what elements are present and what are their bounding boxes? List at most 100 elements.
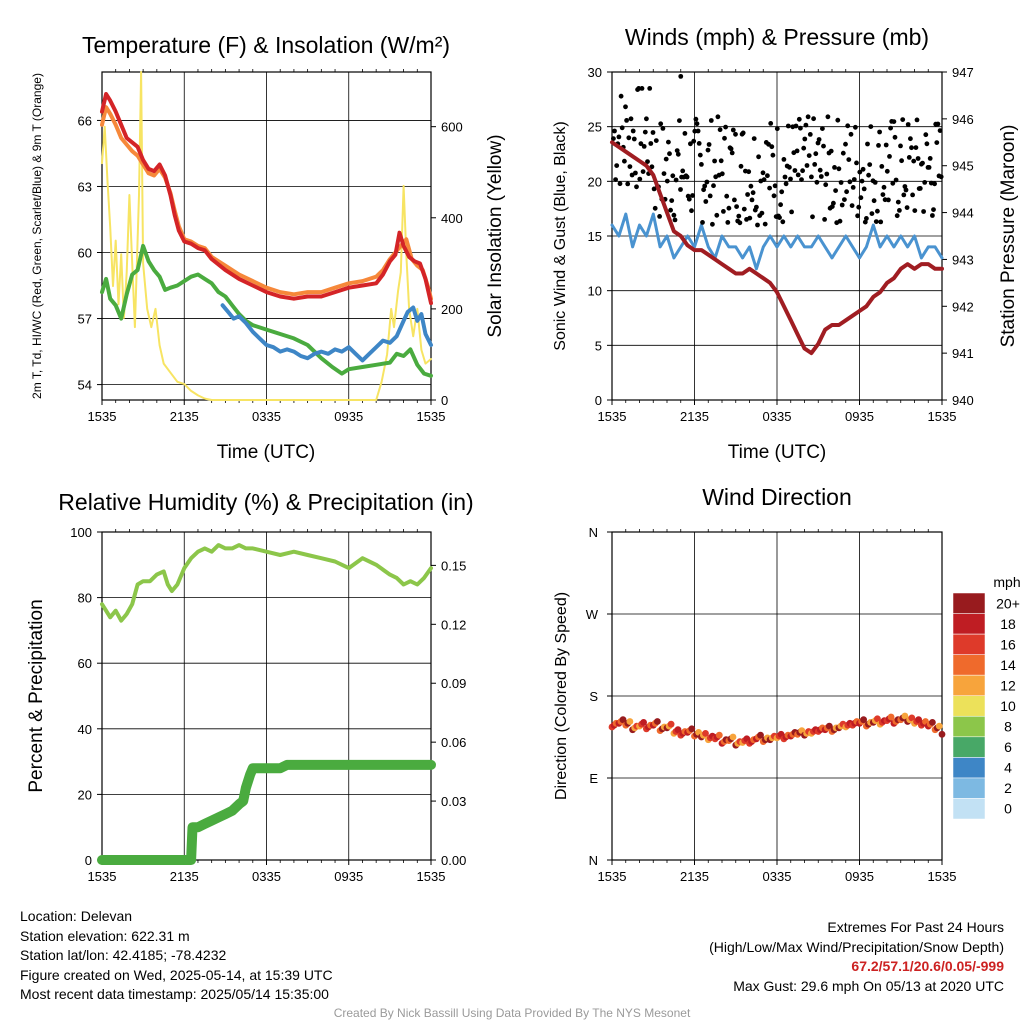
temp-y-tick-label: 63 bbox=[78, 179, 92, 194]
wind-gust-dot bbox=[612, 128, 617, 134]
rh-y-tick-label: 40 bbox=[78, 722, 92, 737]
wind-gust-dot bbox=[858, 195, 864, 201]
winddir-x-tick-label: 0335 bbox=[763, 869, 792, 884]
wind-gust-dot bbox=[715, 114, 721, 120]
wind-gust-dot bbox=[795, 172, 801, 178]
rh-series-line-0 bbox=[100, 543, 433, 623]
wind-gust-dot bbox=[669, 198, 675, 204]
wind-gust-dot bbox=[754, 204, 759, 210]
wind-gust-dot bbox=[688, 141, 693, 147]
wind-gust-dot bbox=[877, 129, 882, 135]
wind-gust-dot bbox=[782, 174, 788, 180]
winddir-point bbox=[702, 730, 709, 737]
wind-gust-dot bbox=[836, 166, 842, 172]
temp-series-line-3 bbox=[100, 243, 433, 378]
wind-gust-dot bbox=[628, 116, 634, 122]
temp-x-tick-label: 1535 bbox=[88, 409, 117, 424]
wind-gust-dot bbox=[670, 173, 676, 179]
wind-gust-dot bbox=[691, 138, 697, 144]
wind-gust-dot bbox=[917, 186, 923, 191]
rh-y2-tick-label: 0.15 bbox=[441, 558, 466, 573]
wind-gust-dot bbox=[704, 179, 710, 185]
wind-gust-dot bbox=[707, 193, 713, 199]
wind-gust-dot bbox=[765, 173, 770, 179]
wind-gust-dot bbox=[640, 169, 646, 175]
wind-gust-dot bbox=[835, 117, 841, 123]
wind-gust-dot bbox=[756, 154, 761, 160]
wind-gust-dot bbox=[891, 119, 897, 124]
wind-gust-dot bbox=[914, 117, 920, 123]
wind-gust-dot bbox=[658, 121, 664, 127]
winddir-point bbox=[667, 720, 675, 728]
wind-gust-dot bbox=[645, 159, 650, 165]
winddir-point bbox=[619, 716, 627, 724]
winddir-point bbox=[915, 716, 922, 724]
wind-gust-dot bbox=[895, 199, 901, 205]
wind-gust-dot bbox=[766, 141, 771, 147]
pressure-line bbox=[610, 140, 944, 356]
wind-gust-dot bbox=[619, 125, 625, 131]
winds-y-tick-label: 5 bbox=[595, 338, 602, 353]
wind-gust-dot bbox=[746, 169, 752, 175]
wind-gust-dot bbox=[755, 222, 760, 228]
wind-gust-dot bbox=[817, 167, 823, 173]
colorbar-label: 10 bbox=[1000, 698, 1016, 714]
winddir-x-tick-label: 0935 bbox=[845, 869, 874, 884]
max-gust-text: Max Gust: 29.6 mph On 05/13 at 2020 UTC bbox=[733, 977, 1004, 994]
wind-gust-dot bbox=[733, 131, 738, 137]
wind-gust-dot bbox=[831, 200, 836, 206]
winds-y-axis-label: Sonic Wind & Gust (Blue, Black) bbox=[552, 121, 569, 350]
temp-x-axis-label: Time (UTC) bbox=[217, 442, 316, 463]
winds-x-tick-label: 1535 bbox=[928, 409, 957, 424]
extremes-info: Extremes For Past 24 Hours (High/Low/Max… bbox=[709, 918, 1004, 996]
extremes-values: 67.2/57.1/20.6/0.05/-999 bbox=[851, 958, 1004, 974]
wind-gust-dot bbox=[745, 192, 750, 197]
wind-gust-dot bbox=[624, 118, 629, 123]
wind-gust-dot bbox=[868, 124, 874, 129]
wind-gust-dot bbox=[649, 164, 655, 170]
colorbar-title: mph bbox=[993, 574, 1020, 590]
wind-gust-dot bbox=[617, 181, 623, 187]
wind-gust-dot bbox=[748, 183, 754, 189]
wind-gust-dot bbox=[923, 132, 929, 138]
wind-gust-dot bbox=[847, 179, 853, 185]
colorbar-label: 6 bbox=[1004, 739, 1012, 755]
rh-chart-title: Relative Humidity (%) & Precipitation (i… bbox=[58, 489, 473, 515]
wind-gust-dot bbox=[636, 86, 642, 91]
wind-gust-dot bbox=[667, 151, 672, 157]
temp-x-tick-label: 0935 bbox=[334, 409, 363, 424]
wind-gust-dot bbox=[616, 134, 622, 140]
wind-gust-dot bbox=[639, 86, 645, 91]
wind-gust-dot bbox=[922, 180, 928, 185]
wind-gust-dot bbox=[697, 152, 703, 158]
wind-gust-dot bbox=[630, 128, 636, 134]
wind-gust-dot bbox=[840, 150, 846, 156]
wind-max-gust-dot bbox=[678, 73, 684, 79]
temp-y-tick-label: 60 bbox=[78, 246, 92, 261]
wind-gust-dot bbox=[750, 190, 756, 196]
wind-gust-dot bbox=[722, 135, 727, 141]
wind-gust-dot bbox=[711, 183, 716, 189]
winddir-point bbox=[729, 733, 737, 741]
wind-gust-dot bbox=[845, 123, 851, 129]
wind-gust-dot bbox=[816, 137, 822, 142]
wind-gust-dot bbox=[689, 208, 694, 214]
wind-gust-dot bbox=[714, 212, 720, 218]
colorbar-swatch bbox=[952, 613, 986, 635]
wind-gust-dot bbox=[897, 208, 902, 213]
wind-gust-dot bbox=[843, 141, 848, 147]
colorbar-label: 0 bbox=[1004, 801, 1012, 817]
wind-gust-dot bbox=[909, 145, 914, 151]
winds-y2-axis-label: Station Pressure (Maroon) bbox=[998, 125, 1019, 348]
wind-gust-dot bbox=[762, 221, 768, 227]
wind-gust-dot bbox=[703, 199, 709, 204]
wind-gust-dot bbox=[678, 187, 683, 192]
temp-y2-tick-label: 0 bbox=[441, 393, 448, 408]
rh-y2-tick-label: 0.06 bbox=[441, 735, 466, 750]
winddir-point bbox=[715, 731, 723, 739]
elevation-text: Station elevation: 622.31 m bbox=[20, 927, 190, 944]
wind-gust-dot bbox=[661, 171, 667, 177]
wind-gust-dot bbox=[717, 127, 723, 133]
wind-gust-dot bbox=[702, 183, 708, 189]
wind-gust-dot bbox=[760, 170, 766, 176]
